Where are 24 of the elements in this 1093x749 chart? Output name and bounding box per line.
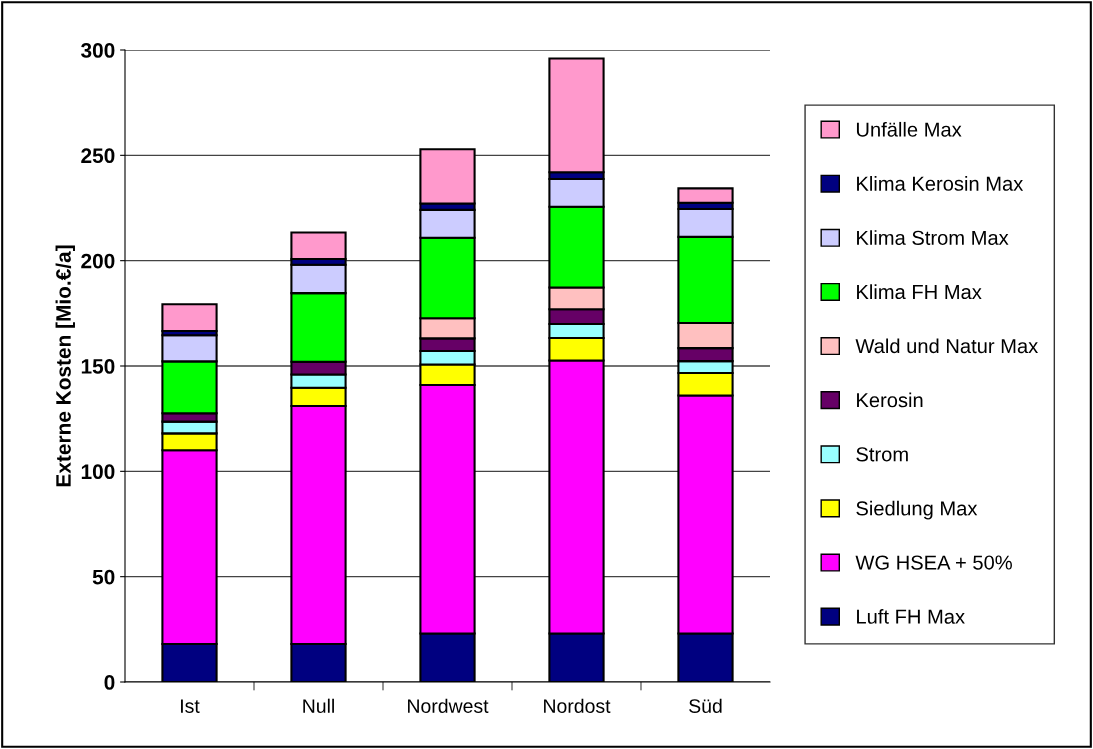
x-tick-label: Null bbox=[303, 698, 334, 713]
legend-label: Wald und Natur Max bbox=[855, 338, 1039, 354]
y-tick-label: 200 bbox=[81, 253, 115, 269]
legend-label: Strom bbox=[856, 447, 908, 462]
legend-label: WG HSEA + 50% bbox=[855, 555, 1012, 570]
legend-label: Klima Strom Max bbox=[857, 230, 1009, 245]
legend-label: Kerosin bbox=[857, 392, 923, 408]
legend-label: Siedlung Max bbox=[856, 500, 978, 520]
y-tick-label: 300 bbox=[81, 43, 115, 58]
bar bbox=[161, 303, 218, 333]
x-tick-label: Süd bbox=[689, 698, 722, 713]
x-tick-label: Nordost bbox=[544, 698, 611, 713]
x-tick-label: Ist bbox=[181, 699, 200, 713]
y-tick-label: 50 bbox=[92, 569, 115, 585]
y-tick-label: 250 bbox=[81, 148, 115, 164]
y-tick-label: 150 bbox=[81, 359, 115, 374]
y-tick-label: 100 bbox=[81, 464, 115, 480]
legend-label: Unfälle Max bbox=[856, 121, 962, 137]
legend-label: Klima FH Max bbox=[857, 284, 982, 300]
legend-label: Luft FH Max bbox=[857, 609, 965, 624]
y-axis-title: Externe Kosten [Mio.€/a] bbox=[55, 245, 75, 487]
y-tick-label: 0 bbox=[104, 675, 115, 690]
legend-label: Klima Kerosin Max bbox=[857, 176, 1024, 191]
x-tick-label: Nordwest bbox=[408, 698, 489, 713]
